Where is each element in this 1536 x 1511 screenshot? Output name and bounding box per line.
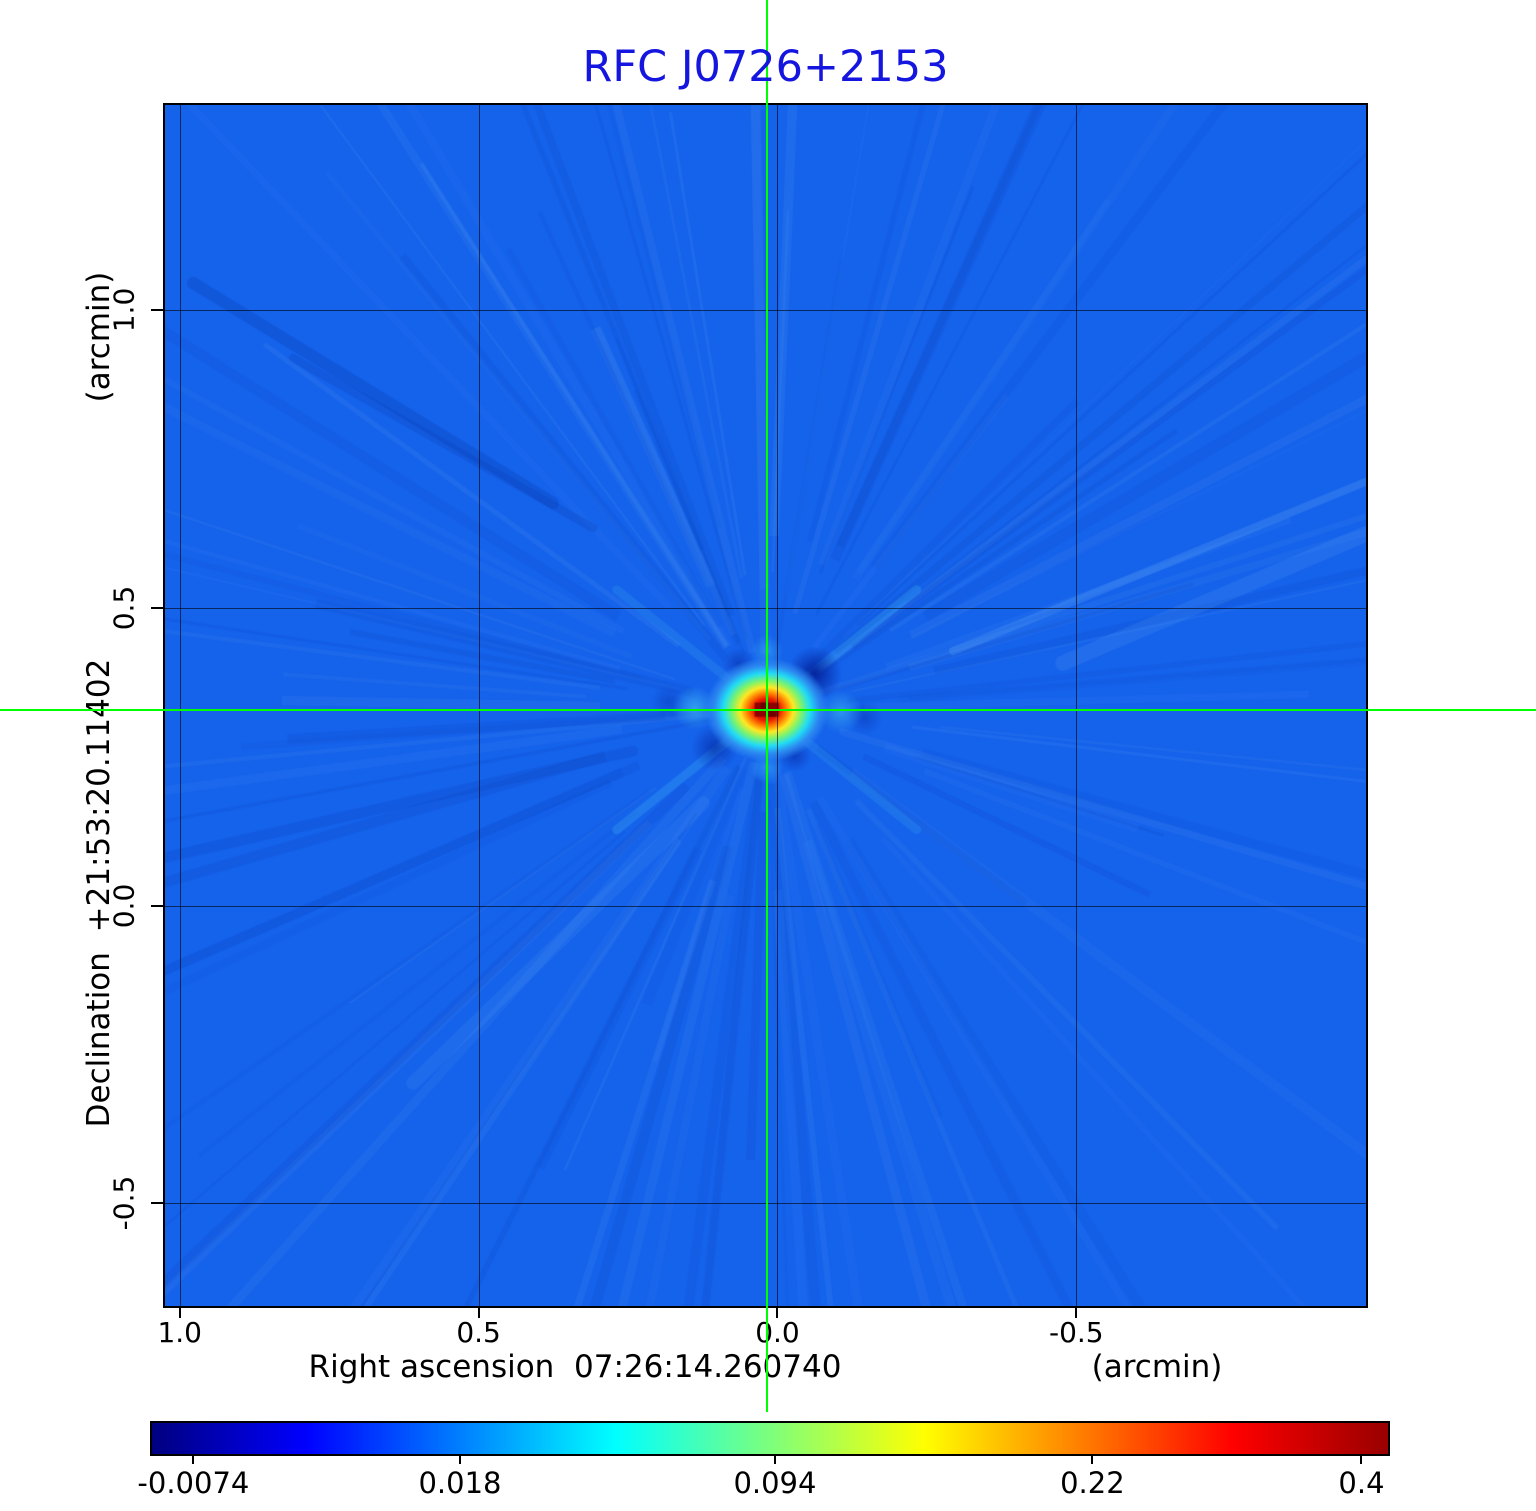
colorbar-tick [1360,1456,1363,1464]
colorbar-tick [192,1456,195,1464]
sky-map-plot [163,103,1368,1308]
grid-line-vertical [1076,103,1078,1308]
colorbar-tick-label: 0.22 [1060,1466,1125,1500]
crosshair-vertical-line [765,0,768,1412]
x-axis-tick [477,1308,480,1318]
grid-line-horizontal [163,310,1368,312]
grid-line-horizontal [163,1203,1368,1205]
x-tick-label: 0.0 [755,1316,800,1349]
grid-line-vertical [179,103,181,1308]
figure-title: RFC J0726+2153 [582,42,949,92]
y-tick-label: 1.0 [107,287,141,333]
y-axis-tick [151,309,163,312]
x-axis-tick [776,1308,779,1318]
x-axis-unit-label: (arcmin) [1091,1349,1223,1385]
y-axis-tick [151,904,163,907]
colorbar-tick [459,1456,461,1464]
sky-map-canvas [163,103,1368,1308]
colorbar-tick-label: 0.4 [1338,1466,1385,1500]
y-axis-tick [151,1202,163,1205]
x-tick-label: 0.5 [456,1316,501,1349]
x-tick-label: 1.0 [157,1316,202,1349]
grid-overlay [163,103,1368,1308]
colorbar-tick [1091,1456,1094,1464]
crosshair-horizontal-line [0,708,1536,711]
colorbar [150,1421,1390,1456]
y-tick-label: 0.5 [107,585,141,631]
grid-line-vertical [777,103,779,1308]
colorbar-tick-label: 0.094 [733,1466,817,1500]
y-axis-tick [151,606,163,609]
x-axis-label: Right ascension 07:26:14.260740 [308,1349,842,1385]
x-axis-tick [1075,1308,1078,1318]
colorbar-tick [773,1456,776,1464]
colorbar-tick-label: 0.018 [418,1466,502,1500]
x-axis-tick [178,1308,181,1318]
x-tick-label: -0.5 [1048,1316,1104,1349]
y-tick-label: -0.5 [107,1175,141,1231]
grid-line-vertical [478,103,480,1308]
grid-line-horizontal [163,607,1368,609]
colorbar-tick-label: -0.0074 [137,1466,250,1500]
y-tick-label: 0.0 [107,883,141,928]
grid-line-horizontal [163,905,1368,907]
